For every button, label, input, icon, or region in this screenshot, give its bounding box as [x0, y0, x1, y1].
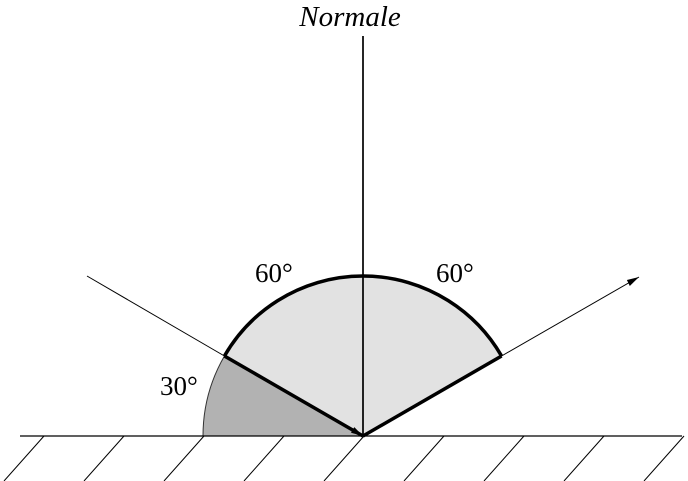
- svg-text:30°: 30°: [160, 371, 198, 401]
- svg-text:60°: 60°: [255, 258, 293, 288]
- svg-text:60°: 60°: [436, 258, 474, 288]
